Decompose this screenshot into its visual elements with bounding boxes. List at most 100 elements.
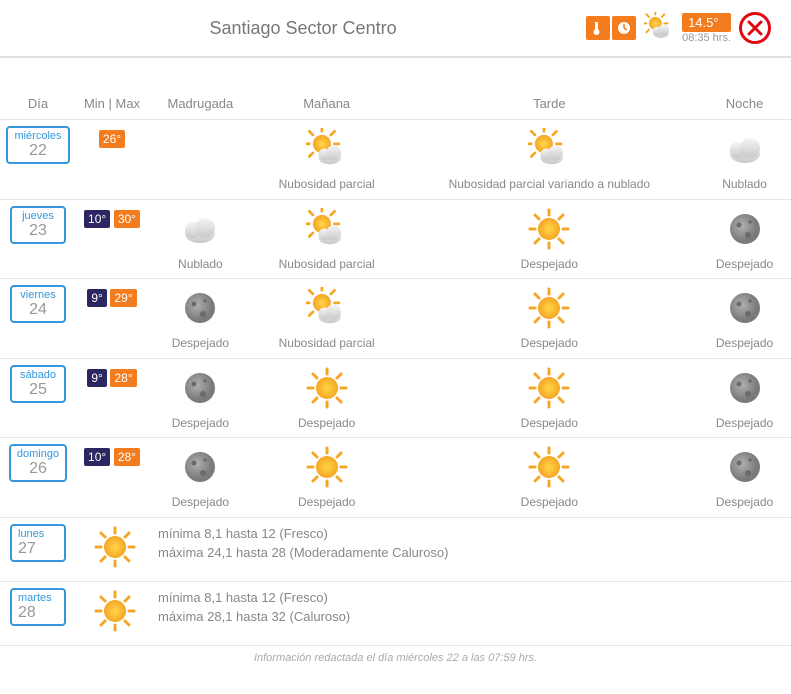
sun-icon bbox=[94, 526, 136, 568]
temp-max: 30° bbox=[114, 210, 140, 228]
temp-max: 28° bbox=[114, 448, 140, 466]
close-button[interactable] bbox=[739, 12, 771, 44]
moon-icon bbox=[724, 367, 766, 409]
summary-max: máxima 24,1 hasta 28 (Moderadamente Calu… bbox=[158, 543, 787, 563]
temp-min: 9° bbox=[87, 369, 106, 387]
weather-label: Despejado bbox=[257, 416, 397, 432]
period-cell bbox=[148, 120, 253, 200]
day-name: martes bbox=[18, 592, 58, 604]
temp-max: 28° bbox=[110, 369, 136, 387]
day-name: jueves bbox=[18, 210, 58, 222]
weather-label: Despejado bbox=[152, 416, 249, 432]
sun-icon bbox=[306, 367, 348, 409]
day-badge[interactable]: sábado25 bbox=[10, 365, 66, 403]
day-badge[interactable]: jueves23 bbox=[10, 206, 66, 244]
day-badge[interactable]: miércoles22 bbox=[6, 126, 69, 164]
weather-label: Despejado bbox=[257, 495, 397, 511]
summary-min: mínima 8,1 hasta 12 (Fresco) bbox=[158, 524, 787, 544]
period-cell: Nublado bbox=[698, 120, 791, 200]
temp-min: 10° bbox=[84, 210, 110, 228]
day-number: 27 bbox=[18, 540, 58, 558]
weather-label: Nubosidad parcial bbox=[257, 177, 397, 193]
weather-label: Nublado bbox=[152, 257, 249, 273]
cloud-icon bbox=[179, 208, 221, 250]
day-badge[interactable]: viernes24 bbox=[10, 285, 66, 323]
period-cell: Despejado bbox=[401, 358, 699, 438]
clock-icon bbox=[612, 16, 636, 40]
col-day: Día bbox=[0, 88, 76, 120]
temp-max: 29° bbox=[110, 289, 136, 307]
header-right: 14.5° 08:35 hrs. bbox=[586, 10, 771, 46]
forecast-row: jueves23 10° 30° Nublado Nubosidad parcial D… bbox=[0, 199, 791, 279]
col-manana: Mañana bbox=[253, 88, 401, 120]
thermometer-icon bbox=[586, 16, 610, 40]
col-minmax: Min | Max bbox=[76, 88, 148, 120]
day-name: sábado bbox=[18, 369, 58, 381]
sun-cloud-icon bbox=[528, 128, 570, 170]
sun-cloud-icon bbox=[306, 287, 348, 329]
moon-icon bbox=[724, 446, 766, 488]
period-cell: Nubosidad parcial bbox=[253, 120, 401, 200]
temp-max: 26° bbox=[99, 130, 125, 148]
weather-label: Despejado bbox=[702, 416, 787, 432]
forecast-row: domingo26 10° 28° Despejado Despejado Despej… bbox=[0, 438, 791, 518]
forecast-mode-icons[interactable] bbox=[586, 16, 636, 40]
temp-min: 9° bbox=[87, 289, 106, 307]
sun-icon bbox=[94, 590, 136, 632]
moon-icon bbox=[724, 208, 766, 250]
moon-icon bbox=[724, 287, 766, 329]
period-cell: Despejado bbox=[148, 279, 253, 359]
close-icon bbox=[746, 19, 764, 37]
weather-label: Despejado bbox=[405, 416, 695, 432]
sun-icon bbox=[528, 446, 570, 488]
period-cell: Despejado bbox=[698, 438, 791, 518]
period-cell: Despejado bbox=[253, 358, 401, 438]
weather-label: Despejado bbox=[405, 257, 695, 273]
forecast-row: sábado25 9° 28° Despejado Despejado Despejad… bbox=[0, 358, 791, 438]
weather-label: Despejado bbox=[405, 495, 695, 511]
day-name: lunes bbox=[18, 528, 58, 540]
summary-row: lunes27 mínima 8,1 hasta 12 (Fresco)máxim… bbox=[0, 517, 791, 581]
location-title: Santiago Sector Centro bbox=[20, 18, 586, 39]
period-cell: Despejado bbox=[148, 438, 253, 518]
moon-icon bbox=[179, 446, 221, 488]
footer-note: Información redactada el día miércoles 2… bbox=[0, 646, 791, 670]
current-weather-icon bbox=[644, 12, 674, 42]
day-number: 24 bbox=[18, 301, 58, 319]
sun-cloud-icon bbox=[306, 128, 348, 170]
weather-label: Despejado bbox=[405, 336, 695, 352]
day-badge[interactable]: martes28 bbox=[10, 588, 66, 626]
day-number: 25 bbox=[18, 381, 58, 399]
forecast-row: miércoles22 26° Nubosidad parcial Nubosida… bbox=[0, 120, 791, 200]
day-name: viernes bbox=[18, 289, 58, 301]
period-cell: Despejado bbox=[401, 279, 699, 359]
day-number: 26 bbox=[17, 460, 59, 478]
sun-icon bbox=[528, 367, 570, 409]
period-cell: Despejado bbox=[253, 438, 401, 518]
period-cell: Nubosidad parcial bbox=[253, 279, 401, 359]
weather-label: Despejado bbox=[152, 495, 249, 511]
weather-label: Nubosidad parcial bbox=[257, 336, 397, 352]
col-madrugada: Madrugada bbox=[148, 88, 253, 120]
col-tarde: Tarde bbox=[401, 88, 699, 120]
cloud-icon bbox=[724, 128, 766, 170]
day-badge[interactable]: lunes27 bbox=[10, 524, 66, 562]
current-temp: 14.5° bbox=[682, 13, 731, 32]
col-noche: Noche bbox=[698, 88, 791, 120]
period-cell: Nubosidad parcial variando a nublado bbox=[401, 120, 699, 200]
forecast-table: Día Min | Max Madrugada Mañana Tarde Noc… bbox=[0, 88, 791, 646]
sun-icon bbox=[306, 446, 348, 488]
summary-min: mínima 8,1 hasta 12 (Fresco) bbox=[158, 588, 787, 608]
period-cell: Despejado bbox=[698, 199, 791, 279]
weather-label: Despejado bbox=[702, 495, 787, 511]
weather-label: Nubosidad parcial bbox=[257, 257, 397, 273]
temp-min: 10° bbox=[84, 448, 110, 466]
weather-label: Nubosidad parcial variando a nublado bbox=[405, 177, 695, 193]
weather-label: Despejado bbox=[702, 336, 787, 352]
day-badge[interactable]: domingo26 bbox=[9, 444, 67, 482]
weather-label: Despejado bbox=[152, 336, 249, 352]
moon-icon bbox=[179, 367, 221, 409]
sun-icon bbox=[528, 208, 570, 250]
current-time: 08:35 hrs. bbox=[682, 32, 731, 44]
weather-label: Nublado bbox=[702, 177, 787, 193]
